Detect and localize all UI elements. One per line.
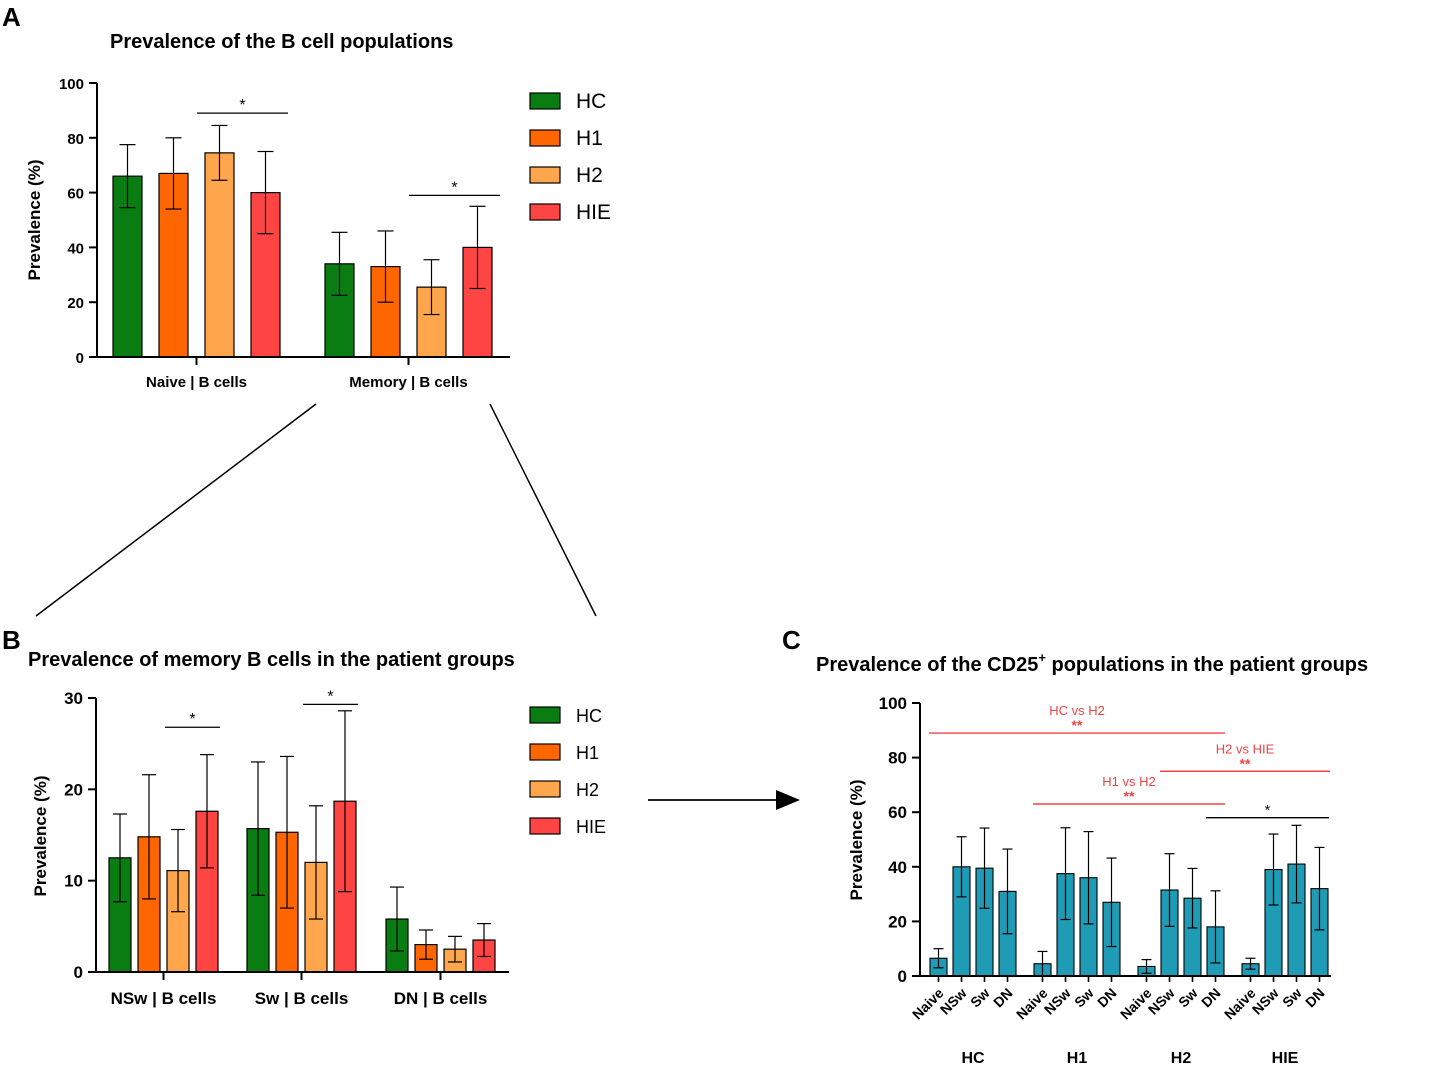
y-tick-label: 80 xyxy=(67,131,84,148)
chart-c-ylabel: Prevalence (%) xyxy=(847,780,866,901)
y-tick-label: 10 xyxy=(64,872,83,891)
y-tick-label: 60 xyxy=(888,803,907,822)
chart-a-title: Prevalence of the B cell populations xyxy=(110,31,453,53)
significance-label: * xyxy=(239,97,245,114)
panel-label-c: C xyxy=(782,625,801,655)
x-subcategory-label: NSw xyxy=(937,985,970,1018)
legend-label-h2: H2 xyxy=(576,164,603,187)
y-tick-label: 100 xyxy=(879,694,907,713)
y-tick-label: 40 xyxy=(888,858,907,877)
y-tick-label: 20 xyxy=(888,912,907,931)
legend-swatch-hc xyxy=(529,706,561,724)
x-category-label: DN | B cells xyxy=(394,989,488,1008)
significance-label: ** xyxy=(1240,755,1251,771)
chart-c: 020406080100NaiveNSwSwDNHCNaiveNSwSwDNH1… xyxy=(879,694,1331,1067)
x-subcategory-label: DN xyxy=(1302,985,1328,1011)
x-category-label: NSw | B cells xyxy=(111,989,217,1008)
bar-h2 xyxy=(204,152,235,358)
significance-comparison-label: H1 vs H2 xyxy=(1102,774,1155,789)
legend-label-h2: H2 xyxy=(576,780,599,800)
panel-label-a: A xyxy=(2,2,21,32)
chart-c-title: Prevalence of the CD25+ populations in t… xyxy=(816,650,1368,676)
significance-label: ** xyxy=(1124,788,1135,804)
x-subcategory-label: Sw xyxy=(1175,985,1201,1011)
legend-swatch-h1 xyxy=(529,743,561,761)
x-subcategory-label: NSw xyxy=(1145,985,1178,1018)
significance-comparison-label: HC vs H2 xyxy=(1049,703,1105,718)
y-tick-label: 20 xyxy=(67,295,84,312)
y-tick-label: 100 xyxy=(59,76,84,93)
zoom-line-right xyxy=(489,403,597,617)
y-tick-label: 80 xyxy=(888,749,907,768)
chart-c-title-main: Prevalence of the CD25 xyxy=(816,654,1038,676)
x-subcategory-label: DN xyxy=(1094,985,1120,1011)
significance-comparison-label: H2 vs HIE xyxy=(1216,741,1275,756)
y-tick-label: 60 xyxy=(67,186,84,203)
significance-label: * xyxy=(451,179,457,196)
panel-label-b: B xyxy=(2,625,21,655)
x-category-label: Memory | B cells xyxy=(349,374,467,391)
x-subcategory-label: DN xyxy=(990,985,1016,1011)
arrow-head-icon xyxy=(776,790,800,810)
y-tick-label: 40 xyxy=(67,240,84,257)
chart-c-title-sup: + xyxy=(1038,650,1046,665)
legend-label-hc: HC xyxy=(576,706,602,726)
significance-label: * xyxy=(1265,802,1271,818)
y-tick-label: 30 xyxy=(64,689,83,708)
legend-label-h1: H1 xyxy=(576,127,603,150)
x-group-label: H2 xyxy=(1171,1050,1192,1067)
chart-b-ylabel: Prevalence (%) xyxy=(31,776,50,897)
legend-swatch-h2 xyxy=(529,780,561,798)
x-subcategory-label: NSw xyxy=(1249,985,1282,1018)
x-subcategory-label: NSw xyxy=(1041,985,1074,1018)
legend-swatch-hie xyxy=(529,817,561,835)
chart-c-title-rest: populations in the patient groups xyxy=(1046,654,1368,676)
x-subcategory-label: Sw xyxy=(967,985,993,1011)
x-subcategory-label: Sw xyxy=(1071,985,1097,1011)
x-group-label: HIE xyxy=(1272,1050,1299,1067)
x-group-label: H1 xyxy=(1067,1050,1088,1067)
chart-a-ylabel: Prevalence (%) xyxy=(25,160,44,281)
significance-label: ** xyxy=(1072,717,1083,733)
y-tick-label: 0 xyxy=(74,963,83,982)
legend-swatch-h1 xyxy=(529,129,561,147)
chart-b: 0 10 20 30 NSw | B cells Sw | B cells DN | B c… xyxy=(64,688,606,1008)
legend-swatch-h2 xyxy=(529,166,561,184)
legend-swatch-hie xyxy=(529,203,561,221)
chart-a: 0 20 40 60 80 100 Naive | B cells Memory | B ce… xyxy=(59,76,611,391)
x-group-label: HC xyxy=(961,1050,985,1067)
legend-label-hie: HIE xyxy=(576,817,606,837)
zoom-line-left xyxy=(35,403,317,617)
significance-label: * xyxy=(327,688,333,705)
significance-label: * xyxy=(189,711,195,728)
y-tick-label: 20 xyxy=(64,780,83,799)
legend-label-h1: H1 xyxy=(576,743,599,763)
x-category-label: Naive | B cells xyxy=(146,374,247,391)
chart-b-title: Prevalence of memory B cells in the pati… xyxy=(28,649,515,671)
y-tick-label: 0 xyxy=(898,967,907,986)
legend-swatch-hc xyxy=(529,92,561,110)
x-subcategory-label: Sw xyxy=(1279,985,1305,1011)
y-tick-label: 0 xyxy=(76,350,84,367)
legend-label-hc: HC xyxy=(576,90,606,113)
x-category-label: Sw | B cells xyxy=(255,989,349,1008)
x-subcategory-label: DN xyxy=(1198,985,1224,1011)
legend-label-hie: HIE xyxy=(576,201,611,224)
